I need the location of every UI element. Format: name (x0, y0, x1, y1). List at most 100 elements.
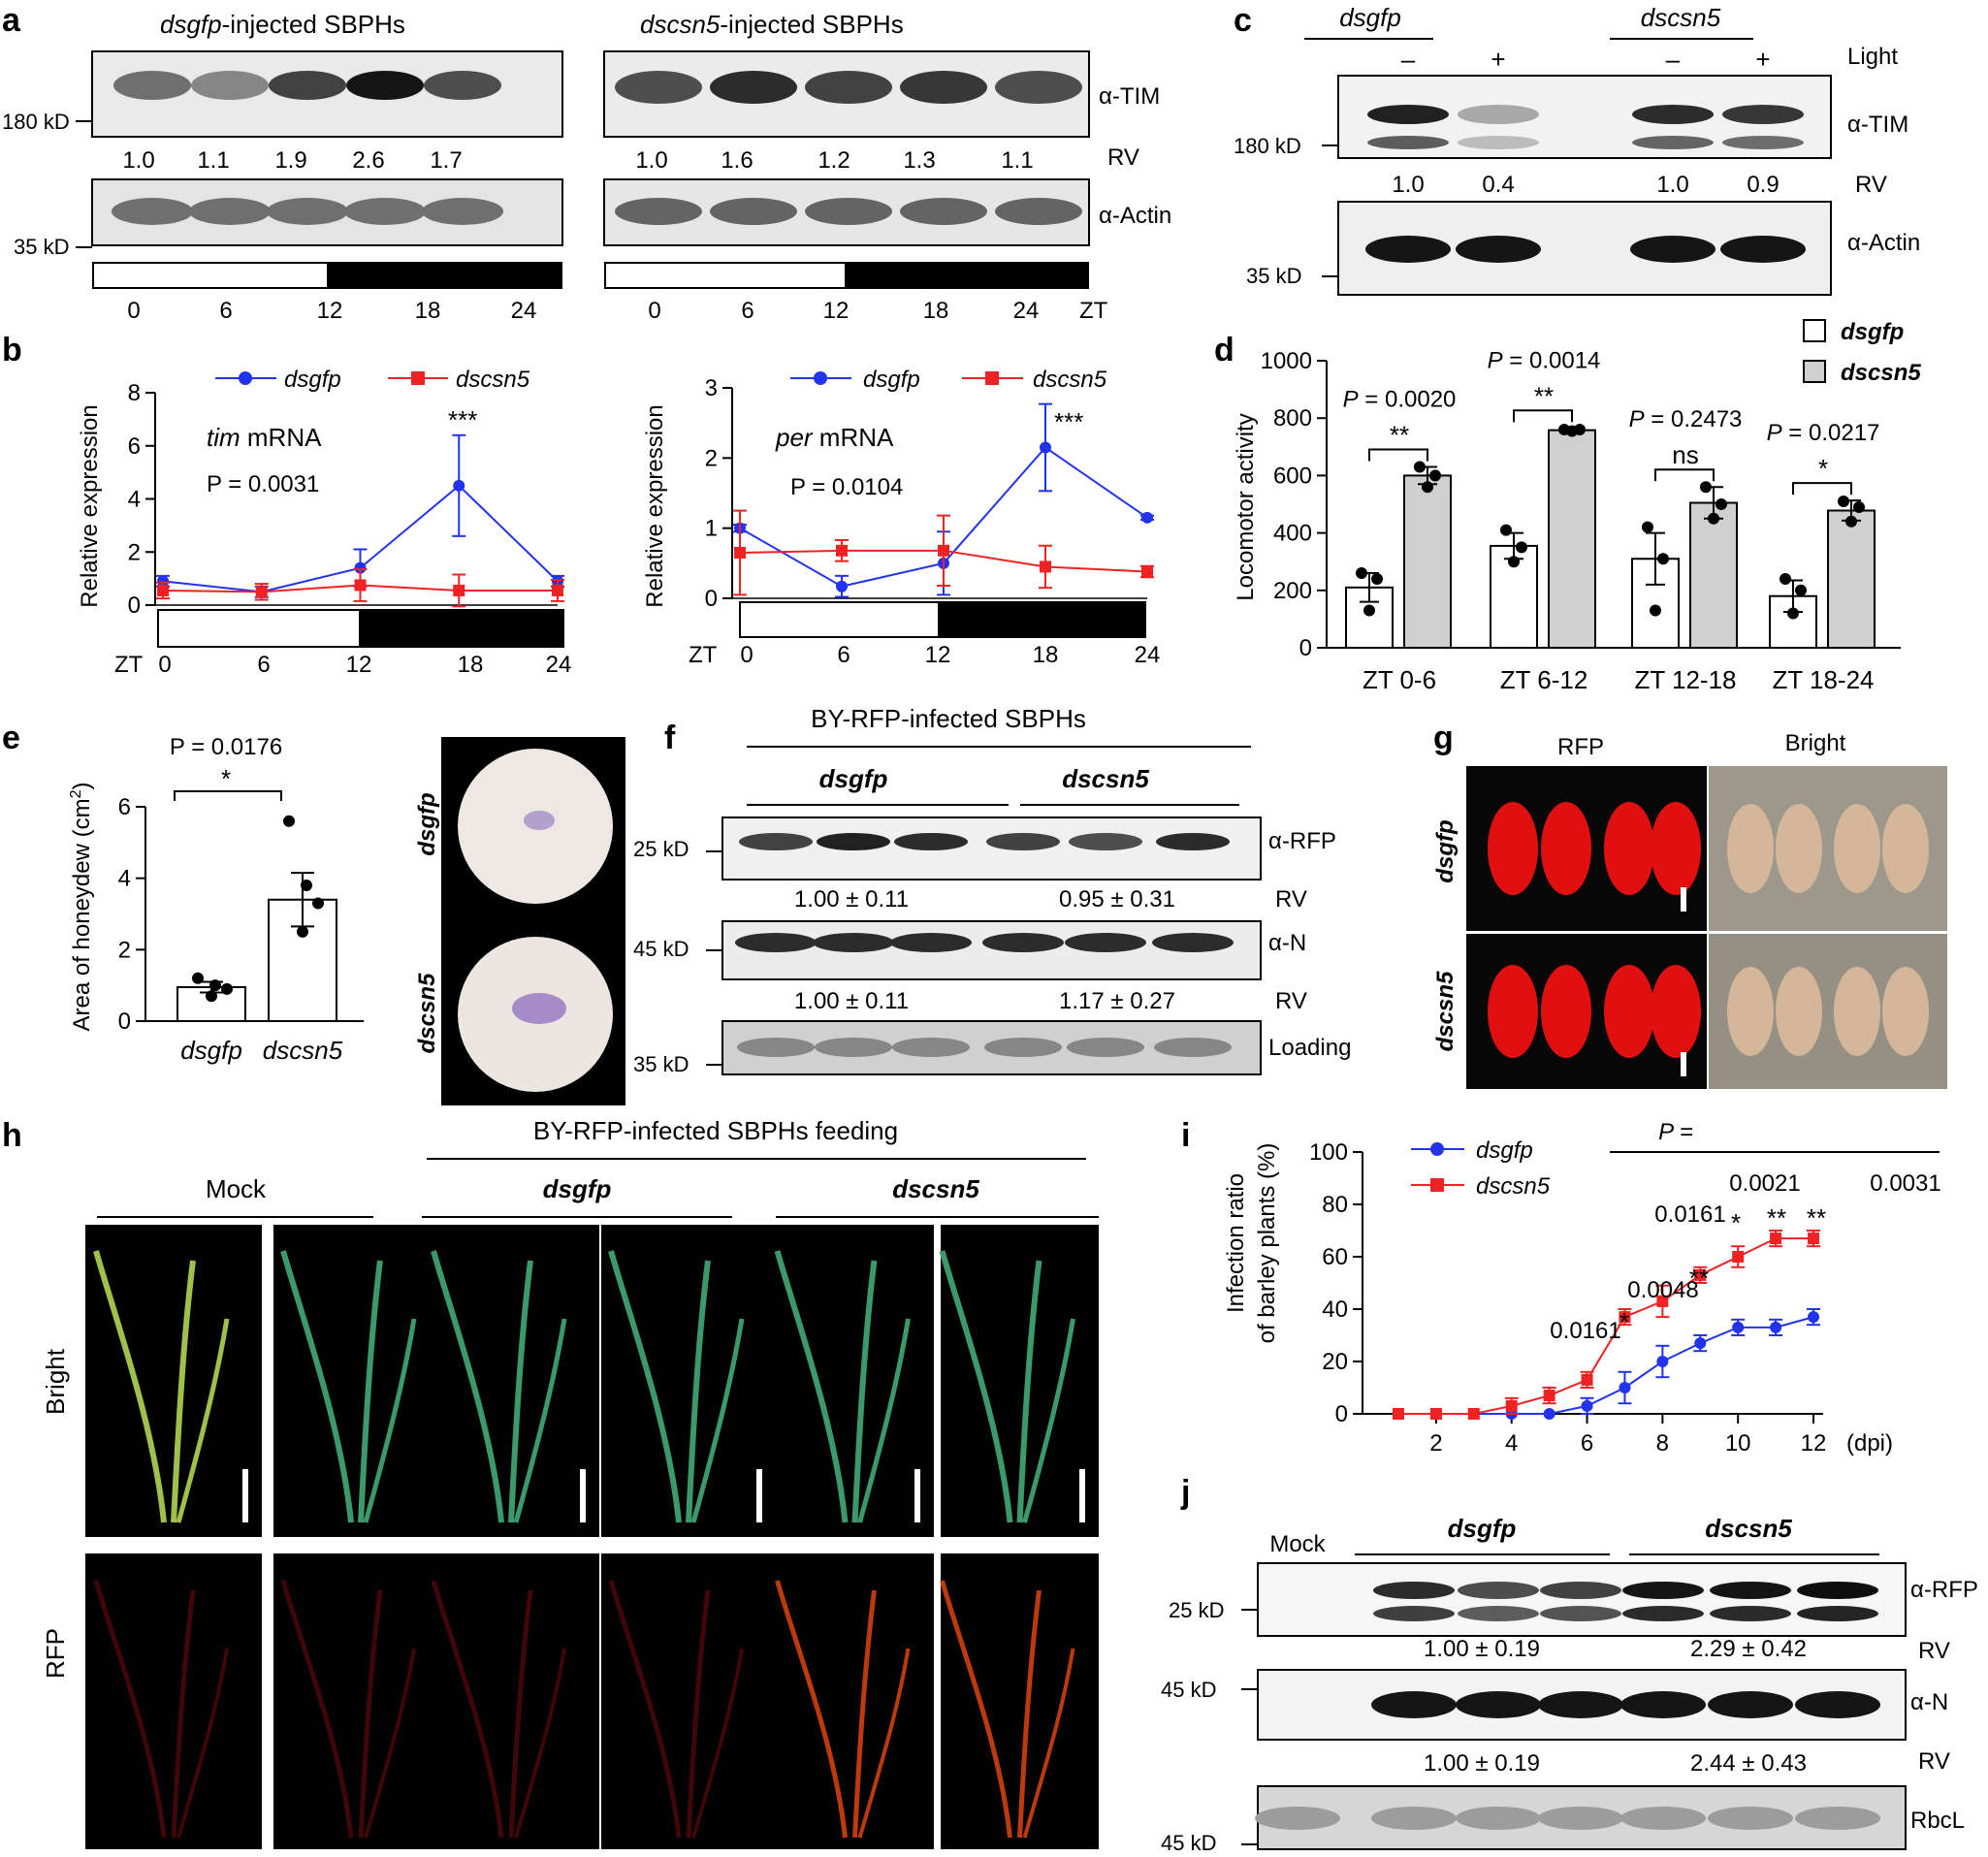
h-row-rfp: RFP (41, 1628, 70, 1679)
x-tick-label: 10 (1725, 1430, 1751, 1457)
f-group2: dscsn5 (1062, 764, 1149, 793)
d-p-value: P = 0.0020 (1343, 387, 1457, 413)
panel-letter-e: e (2, 720, 20, 756)
b-right-ylabel: Relative expression (642, 404, 668, 607)
f-rfp-rv-dsgfp: 1.00 ± 0.11 (794, 886, 909, 912)
h-scale-bar (580, 1469, 586, 1522)
dscsn5-point (255, 586, 268, 598)
a-right-rv-value: 1.6 (721, 147, 753, 174)
b-left-zt-tick: 0 (158, 652, 171, 678)
b-right-zt-tick: 18 (1033, 642, 1059, 668)
h-leaf (774, 1250, 849, 1523)
d-data-point (1708, 512, 1719, 525)
d-y-tick-label: 600 (1273, 463, 1312, 489)
j-mw-45b: 45 kD (1161, 1831, 1216, 1855)
d-p-value: P = 0.2473 (1629, 406, 1743, 432)
a-left-tim-band (269, 71, 346, 100)
b-right-light-phase (741, 603, 938, 636)
panel-c: dsgfp dscsn5 – + – + Light 180 kD α-TIM 1.0… (1234, 3, 1920, 296)
y-tick-label: 1 (705, 516, 718, 542)
d-sig-bracket (1792, 482, 1852, 496)
a-right-rv-value: 1.2 (818, 147, 850, 174)
g-row-dscsn5: dscsn5 (1432, 971, 1459, 1051)
panel-letter-j: j (1180, 1474, 1190, 1511)
b-right-zt-tick: 24 (1135, 642, 1161, 668)
b-left-light-phase (159, 611, 359, 646)
d-sig-bracket (1654, 468, 1715, 482)
a-left-tim-band (113, 71, 191, 100)
a-right-tim-band (995, 71, 1082, 104)
j-rfp-band-upper (1373, 1582, 1455, 1599)
c-actin-band (1630, 236, 1715, 263)
h-scale-bar (914, 1469, 920, 1522)
f-rfp-band (739, 833, 813, 850)
a-right-tim-band (900, 71, 987, 104)
j-group2: dscsn5 (1705, 1514, 1792, 1543)
h-rfp-leaf (691, 1648, 744, 1839)
i-p-header: P = (1658, 1119, 1693, 1145)
e-data-point (297, 925, 308, 938)
d-data-point (1657, 553, 1669, 565)
d-data-point (1500, 524, 1512, 536)
c-light-sign: + (1491, 45, 1505, 74)
g-bright-insect (1882, 804, 1929, 893)
y-tick-label: 2 (705, 445, 718, 471)
e-photo-label-dsgfp: dsgfp (414, 792, 440, 855)
b-legend2-dsgfp-marker (814, 371, 827, 385)
dscsn5-point (1619, 1311, 1631, 1324)
j-n-band (1371, 1691, 1457, 1718)
h-rfp-leaf (1022, 1648, 1075, 1839)
j-rbcl-band (1255, 1807, 1340, 1830)
f-n-blot (721, 920, 1262, 980)
i-legend-dsgfp-marker (1430, 1142, 1444, 1156)
panel-a: dsgfp-injected SBPHs dscsn5-injected SBP… (2, 10, 1171, 324)
j-rfp-band-upper (1797, 1582, 1878, 1599)
i-legend-dsgfp: dsgfp (1476, 1137, 1533, 1164)
i-p-value: 0.0161 (1550, 1318, 1620, 1344)
x-tick-label: 4 (1505, 1430, 1518, 1457)
d-p-value: P = 0.0014 (1488, 347, 1601, 373)
j-n-band (1456, 1691, 1541, 1718)
dscsn5-point (1141, 565, 1153, 578)
panel-letter-g: g (1433, 720, 1454, 756)
f-loading-band (892, 1038, 970, 1057)
e-bar (268, 898, 337, 1022)
dsgfp-point (354, 561, 367, 574)
c-rv-value: 0.9 (1747, 172, 1779, 198)
d-data-point (1642, 521, 1653, 533)
e-x-category: dsgfp (180, 1036, 242, 1065)
h-leaf (686, 1260, 711, 1523)
panel-d: Locomotor activity dsgfp dscsn5 0 200 400 6… (1233, 319, 1921, 694)
y-tick-label: 4 (128, 487, 141, 513)
d-data-point (1700, 481, 1712, 494)
h-leaf (857, 1318, 911, 1523)
a-right-zt-tick: 0 (648, 298, 660, 324)
d-legend-dscsn5: dscsn5 (1841, 360, 1921, 386)
h-leaf (1022, 1318, 1075, 1523)
d-sig-mark: ** (1390, 421, 1409, 450)
dsgfp-point (1770, 1321, 1782, 1333)
e-ylabel: Area of honeydew (cm2) (68, 782, 95, 1031)
d-data-point (1780, 572, 1791, 585)
dsgfp-point (157, 575, 169, 588)
j-rfp-blot (1257, 1562, 1907, 1637)
c-rv-value: 0.4 (1482, 172, 1514, 198)
e-sig: * (221, 764, 231, 793)
c-light-label: Light (1847, 44, 1898, 70)
dscsn5-point (1429, 1408, 1442, 1420)
panel-letter-d: d (1214, 332, 1234, 368)
d-ylabel: Locomotor activity (1233, 413, 1259, 600)
d-legend-dsgfp-swatch (1803, 319, 1826, 342)
h-leaf (513, 1318, 567, 1523)
g-scale-bar-2 (1681, 1052, 1686, 1076)
a-right-actin-band (805, 198, 892, 225)
h-leaf (358, 1260, 383, 1523)
j-rbcl-band (1371, 1807, 1457, 1830)
f-label-rfp: α-RFP (1268, 828, 1336, 854)
j-label-n: α-N (1910, 1689, 1948, 1715)
h-rfp-leaf (1017, 1589, 1042, 1839)
j-rfp-band-lower (1458, 1606, 1539, 1621)
a-left-tim-band (191, 71, 269, 100)
d-sig-bracket (1513, 409, 1573, 423)
e-y-tick-label: 0 (118, 1009, 131, 1035)
